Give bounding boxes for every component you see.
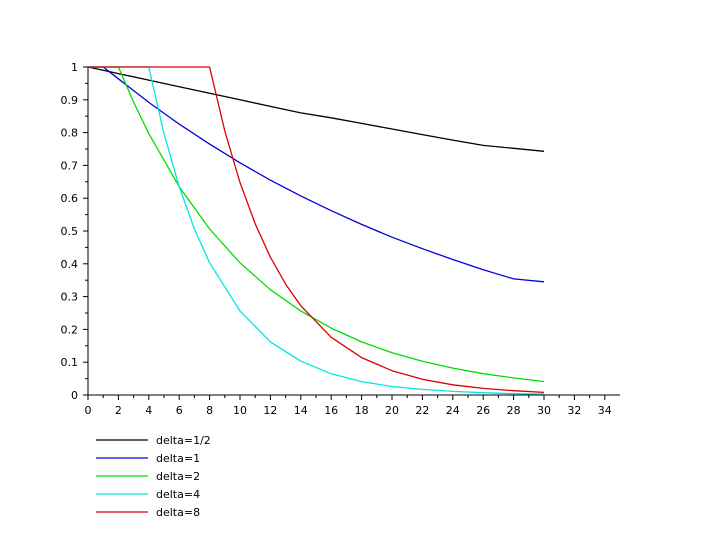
axes: 0 2 4 6 8 10 12 14 16 18 20 22 24 26 28 30 32 3400.10.20.… [61, 61, 620, 417]
legend-label-2: delta=2 [156, 470, 200, 483]
y-tick-label: 0.4 [61, 258, 79, 271]
series-line-1 [88, 66, 545, 283]
y-tick-label: 0.5 [61, 225, 79, 238]
legend-label-0: delta=1/2 [156, 434, 211, 447]
y-tick-label: 0.3 [61, 291, 79, 304]
y-tick-label: 0.9 [61, 94, 79, 107]
x-tick-label: 30 [537, 404, 551, 417]
y-tick-label: 0.6 [61, 192, 79, 205]
x-tick-label: 0 [85, 404, 92, 417]
x-tick-label: 18 [355, 404, 369, 417]
x-tick-label: 14 [294, 404, 308, 417]
x-tick-label: 16 [324, 404, 338, 417]
y-tick-label: 0 [71, 389, 78, 402]
legend: delta=1/2 delta=1 delta=2 delta=4 delta=8 [96, 434, 211, 519]
x-tick-label: 10 [233, 404, 247, 417]
series-lines [87, 66, 545, 395]
y-tick-label: 0.7 [61, 159, 79, 172]
series-line-3 [88, 66, 545, 395]
legend-label-1: delta=1 [156, 452, 200, 465]
series-line-2 [88, 66, 545, 383]
x-tick-label: 24 [446, 404, 460, 417]
x-tick-label: 22 [415, 404, 429, 417]
y-tick-label: 0.8 [61, 127, 79, 140]
y-tick-label: 0.2 [61, 323, 79, 336]
legend-label-4: delta=8 [156, 506, 200, 519]
y-tick-label: 0.1 [61, 356, 79, 369]
x-tick-label: 32 [567, 404, 581, 417]
x-tick-label: 20 [385, 404, 399, 417]
x-tick-label: 28 [507, 404, 521, 417]
x-tick-label: 26 [476, 404, 490, 417]
x-tick-label: 6 [176, 404, 183, 417]
x-tick-label: 8 [206, 404, 213, 417]
series-line-0 [87, 66, 545, 152]
x-tick-label: 12 [263, 404, 277, 417]
x-tick-label: 4 [145, 404, 152, 417]
x-tick-label: 34 [598, 404, 612, 417]
x-tick-label: 2 [115, 404, 122, 417]
legend-label-3: delta=4 [156, 488, 200, 501]
series-line-4 [88, 66, 545, 394]
y-tick-label: 1 [71, 61, 78, 74]
